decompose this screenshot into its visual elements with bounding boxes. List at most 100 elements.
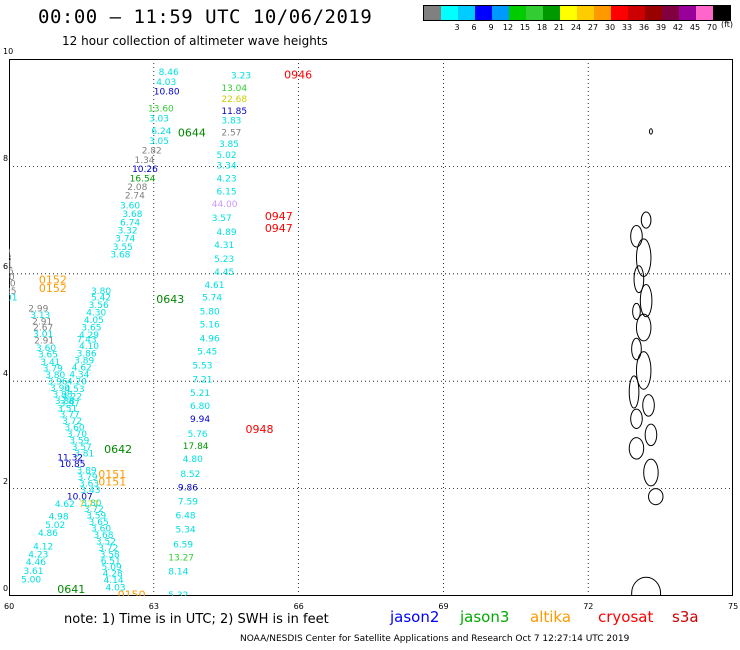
y-tick-label: 2: [3, 476, 9, 486]
wave-height-label: 2.67: [33, 324, 53, 334]
map-panel: 2.752.692.832.912.762.802.802.853.012.99…: [0, 58, 734, 638]
legend-label: 33: [621, 23, 633, 32]
wave-height-label: 4.10: [79, 342, 99, 352]
pass-time-label: 0152: [39, 273, 67, 286]
wave-height-label: 17.84: [183, 442, 209, 452]
island-outline: [648, 128, 653, 135]
legend-swatch: [662, 6, 679, 20]
wave-height-label: 4.20: [67, 377, 87, 387]
wave-height-label: 3.55: [113, 243, 133, 253]
wave-height-label: 3.65: [38, 351, 58, 361]
island-outline: [644, 423, 658, 447]
wave-height-label: 3.63: [79, 479, 99, 489]
pass-time-label: 0947: [265, 222, 293, 235]
legend-label: 15: [519, 23, 531, 32]
wave-height-label: 3.60: [65, 424, 85, 434]
wave-height-label: 5.45: [197, 347, 217, 357]
map-subtitle: 12 hour collection of altimeter wave hei…: [62, 34, 328, 48]
wave-height-label: 5.34: [176, 526, 196, 536]
wave-height-label: 10.26: [132, 165, 158, 175]
wave-height-label: 13.04: [221, 84, 247, 94]
wave-height-label: 3.77: [60, 411, 80, 421]
wave-height-label: 44.00: [212, 200, 238, 210]
wave-height-label: 10.85: [60, 460, 86, 470]
wave-height-label: 3.41: [40, 358, 60, 368]
wave-height-label: 3.57: [212, 214, 232, 224]
wave-height-label: 5.02: [45, 521, 65, 531]
wave-height-label: 3.43: [80, 486, 100, 496]
wave-height-label: 3.60: [91, 525, 111, 535]
island-outline: [631, 576, 662, 610]
wave-height-label: 3.34: [217, 162, 237, 172]
legend-label: 39: [655, 23, 667, 32]
wave-height-label: 3.80: [45, 371, 65, 381]
pass-time-label: 0151: [98, 475, 126, 488]
legend-swatch: [679, 6, 696, 20]
wave-height-label: 3.74: [115, 235, 135, 245]
legend-swatch: [475, 6, 492, 20]
footer-credit: NOAA/NESDIS Center for Satellite Applica…: [240, 634, 630, 644]
wave-height-label: 3.52: [96, 537, 116, 547]
legend-swatch: [713, 6, 730, 20]
wave-height-label: 3.72: [62, 417, 82, 427]
wave-height-label: 4.22: [62, 392, 82, 402]
wave-height-label: 3.68: [110, 251, 130, 261]
wave-height-label: 6.74: [120, 218, 140, 228]
wave-height-label: 3.68: [93, 531, 113, 541]
island-outline: [639, 284, 653, 318]
wave-height-label: 2.08: [127, 183, 147, 193]
wave-height-label: 3.59: [69, 436, 89, 446]
legend-swatch: [543, 6, 560, 20]
wave-height-label: 3.85: [219, 140, 239, 150]
wave-height-label: 9.94: [190, 415, 210, 425]
pass-time-label: 0643: [156, 293, 184, 306]
wave-height-label: 4.53: [65, 385, 85, 395]
wave-height-label: 3.81: [74, 449, 94, 459]
satellite-label-cryosat: cryosat: [598, 608, 654, 626]
wave-height-label: 3.80: [81, 499, 101, 509]
legend-swatch: [526, 6, 543, 20]
legend-unit: (ft): [721, 20, 734, 29]
pass-time-label: 0642: [104, 443, 132, 456]
wave-height-label: 3.68: [122, 210, 142, 220]
wave-height-label: 5.42: [91, 294, 111, 304]
wave-height-label: 4.96: [200, 334, 220, 344]
wave-height-label: 6.59: [173, 541, 193, 551]
island-outline: [635, 313, 652, 342]
legend-swatch: [560, 6, 577, 20]
wave-height-label: 3.72: [98, 544, 118, 554]
legend-swatch: [645, 6, 662, 20]
wave-height-label: 2.91: [32, 317, 52, 327]
wave-height-label: 6.15: [217, 187, 237, 197]
wave-height-label: 3.96: [48, 377, 68, 387]
wave-height-label: 13.27: [168, 554, 194, 564]
wave-height-label: 3.65: [81, 324, 101, 334]
wave-height-label: 4.61: [204, 281, 224, 291]
wave-height-label: 3.57: [72, 443, 92, 453]
legend-label: 70: [706, 23, 718, 32]
wave-height-label: 3.89: [74, 356, 94, 366]
y-tick-label: 0: [3, 584, 9, 593]
color-legend: 3 6 9 12 15 18 21 24 27 30 33 36 39 42 45 70 (ft): [423, 5, 734, 33]
wave-height-label: 7.43: [77, 336, 97, 346]
island-outline: [633, 265, 645, 294]
legend-swatch: [611, 6, 628, 20]
footer-note: note: 1) Time is in UTC; 2) SWH is in fe…: [64, 612, 329, 627]
wave-height-label: 6.48: [176, 512, 196, 522]
wave-height-label: 11.32: [57, 454, 83, 464]
wave-height-label: 3.86: [77, 349, 97, 359]
wave-height-label: 4.62: [55, 500, 75, 510]
island-outline: [635, 238, 652, 277]
wave-height-label: 4.23: [28, 550, 48, 560]
wave-height-label: 5.23: [214, 255, 234, 265]
wave-height-label: 3.32: [118, 227, 138, 237]
wave-height-label: 3.80: [91, 287, 111, 297]
pass-time-label: 0644: [178, 126, 206, 139]
satellite-label-s3a: s3a: [672, 608, 699, 626]
y-tick-label: 10: [3, 47, 14, 56]
wave-height-label: 5.09: [102, 563, 122, 573]
wave-height-label: 7.59: [178, 498, 198, 508]
y-tick-label: 4: [3, 369, 9, 379]
wave-height-label: 5.00: [21, 576, 41, 586]
wave-height-label: 8.52: [180, 470, 200, 480]
